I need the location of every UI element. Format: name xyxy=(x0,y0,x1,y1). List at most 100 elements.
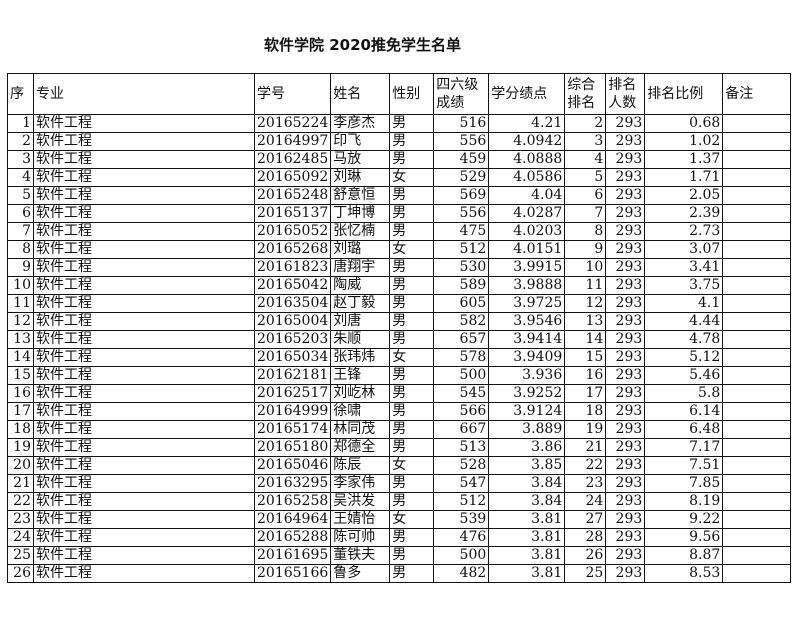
cell-rank-total: 293 xyxy=(605,492,646,511)
cell-student-id: 20163295 xyxy=(253,474,332,493)
cell-cet-score: 528 xyxy=(433,456,490,475)
cell-gpa: 3.9409 xyxy=(488,348,566,367)
cell-gender: 男 xyxy=(389,312,435,331)
cell-gpa: 4.0203 xyxy=(488,222,566,241)
cell-overall-rank: 22 xyxy=(564,456,607,475)
cell-rank-ratio: 1.02 xyxy=(644,132,724,151)
header-rank-total: 排名 人数 xyxy=(605,73,646,115)
cell-major: 软件工程 xyxy=(33,294,255,313)
cell-rank-ratio: 7.51 xyxy=(644,456,724,475)
cell-gpa: 3.86 xyxy=(488,438,566,457)
cell-student-id: 20162517 xyxy=(253,384,332,403)
table-row: 9 软件工程 20161823 唐翔宇男 530 3.9915 10 293 3.41 xyxy=(7,258,792,277)
cell-student-id: 20163504 xyxy=(253,294,332,313)
cell-cet-score: 556 xyxy=(433,132,490,151)
cell-gender: 女 xyxy=(389,510,435,529)
cell-gender: 男 xyxy=(389,132,435,151)
cell-major: 软件工程 xyxy=(33,474,255,493)
cell-overall-rank: 7 xyxy=(564,204,607,223)
cell-name: 李家伟 xyxy=(330,474,391,493)
cell-gender: 男 xyxy=(389,204,435,223)
cell-rank-ratio: 6.14 xyxy=(644,402,724,421)
cell-overall-rank: 6 xyxy=(564,186,607,205)
cell-gpa: 3.84 xyxy=(488,492,566,511)
cell-major: 软件工程 xyxy=(33,330,255,349)
cell-major: 软件工程 xyxy=(33,276,255,295)
cell-rank-total: 293 xyxy=(605,528,646,547)
cell-remarks xyxy=(722,456,792,475)
cell-rank-total: 293 xyxy=(605,168,646,187)
header-student-id: 学号 xyxy=(253,73,332,115)
cell-major: 软件工程 xyxy=(33,492,255,511)
table-row: 8 软件工程 20165268 刘璐女 512 4.0151 9 293 3.07 xyxy=(7,240,792,259)
cell-gpa: 3.9414 xyxy=(488,330,566,349)
cell-cet-score: 578 xyxy=(433,348,490,367)
cell-gpa: 4.21 xyxy=(488,114,566,133)
cell-gpa: 3.9252 xyxy=(488,384,566,403)
cell-gender: 男 xyxy=(389,546,435,565)
cell-cet-score: 476 xyxy=(433,528,490,547)
cell-name: 张玮炜 xyxy=(330,348,391,367)
cell-student-id: 20165288 xyxy=(253,528,332,547)
cell-gpa: 3.81 xyxy=(488,510,566,529)
cell-rank-ratio: 7.17 xyxy=(644,438,724,457)
cell-gender: 女 xyxy=(389,456,435,475)
cell-overall-rank: 13 xyxy=(564,312,607,331)
cell-index: 24 xyxy=(7,528,34,547)
cell-remarks xyxy=(722,258,792,277)
cell-index: 25 xyxy=(7,546,34,565)
cell-overall-rank: 28 xyxy=(564,528,607,547)
cell-rank-total: 293 xyxy=(605,312,646,331)
header-row: 序专业 学号 姓名 性别 四六级 成绩 学分绩点 综合 排名 排名 人数 排名比例 备注 xyxy=(7,73,792,115)
cell-rank-total: 293 xyxy=(605,204,646,223)
cell-name: 马放 xyxy=(330,150,391,169)
cell-gender: 男 xyxy=(389,222,435,241)
cell-index: 26 xyxy=(7,564,34,583)
student-list-table: 序专业 学号 姓名 性别 四六级 成绩 学分绩点 综合 排名 排名 人数 排名比例 备注 1 软件工程 20… xyxy=(7,73,792,583)
cell-overall-rank: 23 xyxy=(564,474,607,493)
cell-index: 17 xyxy=(7,402,34,421)
cell-index: 22 xyxy=(7,492,34,511)
cell-gender: 男 xyxy=(389,114,435,133)
cell-index: 9 xyxy=(7,258,34,277)
cell-rank-total: 293 xyxy=(605,294,646,313)
table-row: 17 软件工程 20164999 徐啸男 566 3.9124 18 293 6.14 xyxy=(7,402,792,421)
cell-gpa: 3.81 xyxy=(488,546,566,565)
table-row: 4 软件工程 20165092 刘琳女 529 4.0586 5 293 1.71 xyxy=(7,168,792,187)
cell-major: 软件工程 xyxy=(33,564,255,583)
document-title: 软件学院 2020推免学生名单 xyxy=(264,36,461,54)
cell-remarks xyxy=(722,312,792,331)
cell-rank-total: 293 xyxy=(605,240,646,259)
cell-gender: 女 xyxy=(389,348,435,367)
cell-cet-score: 513 xyxy=(433,438,490,457)
cell-student-id: 20162181 xyxy=(253,366,332,385)
header-gpa: 学分绩点 xyxy=(488,73,566,115)
cell-cet-score: 556 xyxy=(433,204,490,223)
cell-student-id: 20165092 xyxy=(253,168,332,187)
cell-name: 张忆楠 xyxy=(330,222,391,241)
cell-index: 12 xyxy=(7,312,34,331)
cell-gender: 男 xyxy=(389,276,435,295)
cell-overall-rank: 9 xyxy=(564,240,607,259)
cell-overall-rank: 24 xyxy=(564,492,607,511)
cell-name: 徐啸 xyxy=(330,402,391,421)
cell-student-id: 20165174 xyxy=(253,420,332,439)
cell-index: 23 xyxy=(7,510,34,529)
cell-remarks xyxy=(722,186,792,205)
cell-name: 郑德全 xyxy=(330,438,391,457)
cell-gpa: 4.0151 xyxy=(488,240,566,259)
cell-student-id: 20162485 xyxy=(253,150,332,169)
cell-student-id: 20165166 xyxy=(253,564,332,583)
table-row: 24 软件工程 20165288 陈可帅男 476 3.81 28 293 9.56 xyxy=(7,528,792,547)
cell-remarks xyxy=(722,348,792,367)
cell-remarks xyxy=(722,366,792,385)
cell-student-id: 20165268 xyxy=(253,240,332,259)
cell-cet-score: 482 xyxy=(433,564,490,583)
cell-gender: 男 xyxy=(389,528,435,547)
cell-gpa: 3.9915 xyxy=(488,258,566,277)
cell-overall-rank: 18 xyxy=(564,402,607,421)
cell-rank-ratio: 4.1 xyxy=(644,294,724,313)
cell-student-id: 20165248 xyxy=(253,186,332,205)
cell-gpa: 3.9725 xyxy=(488,294,566,313)
cell-rank-ratio: 9.22 xyxy=(644,510,724,529)
